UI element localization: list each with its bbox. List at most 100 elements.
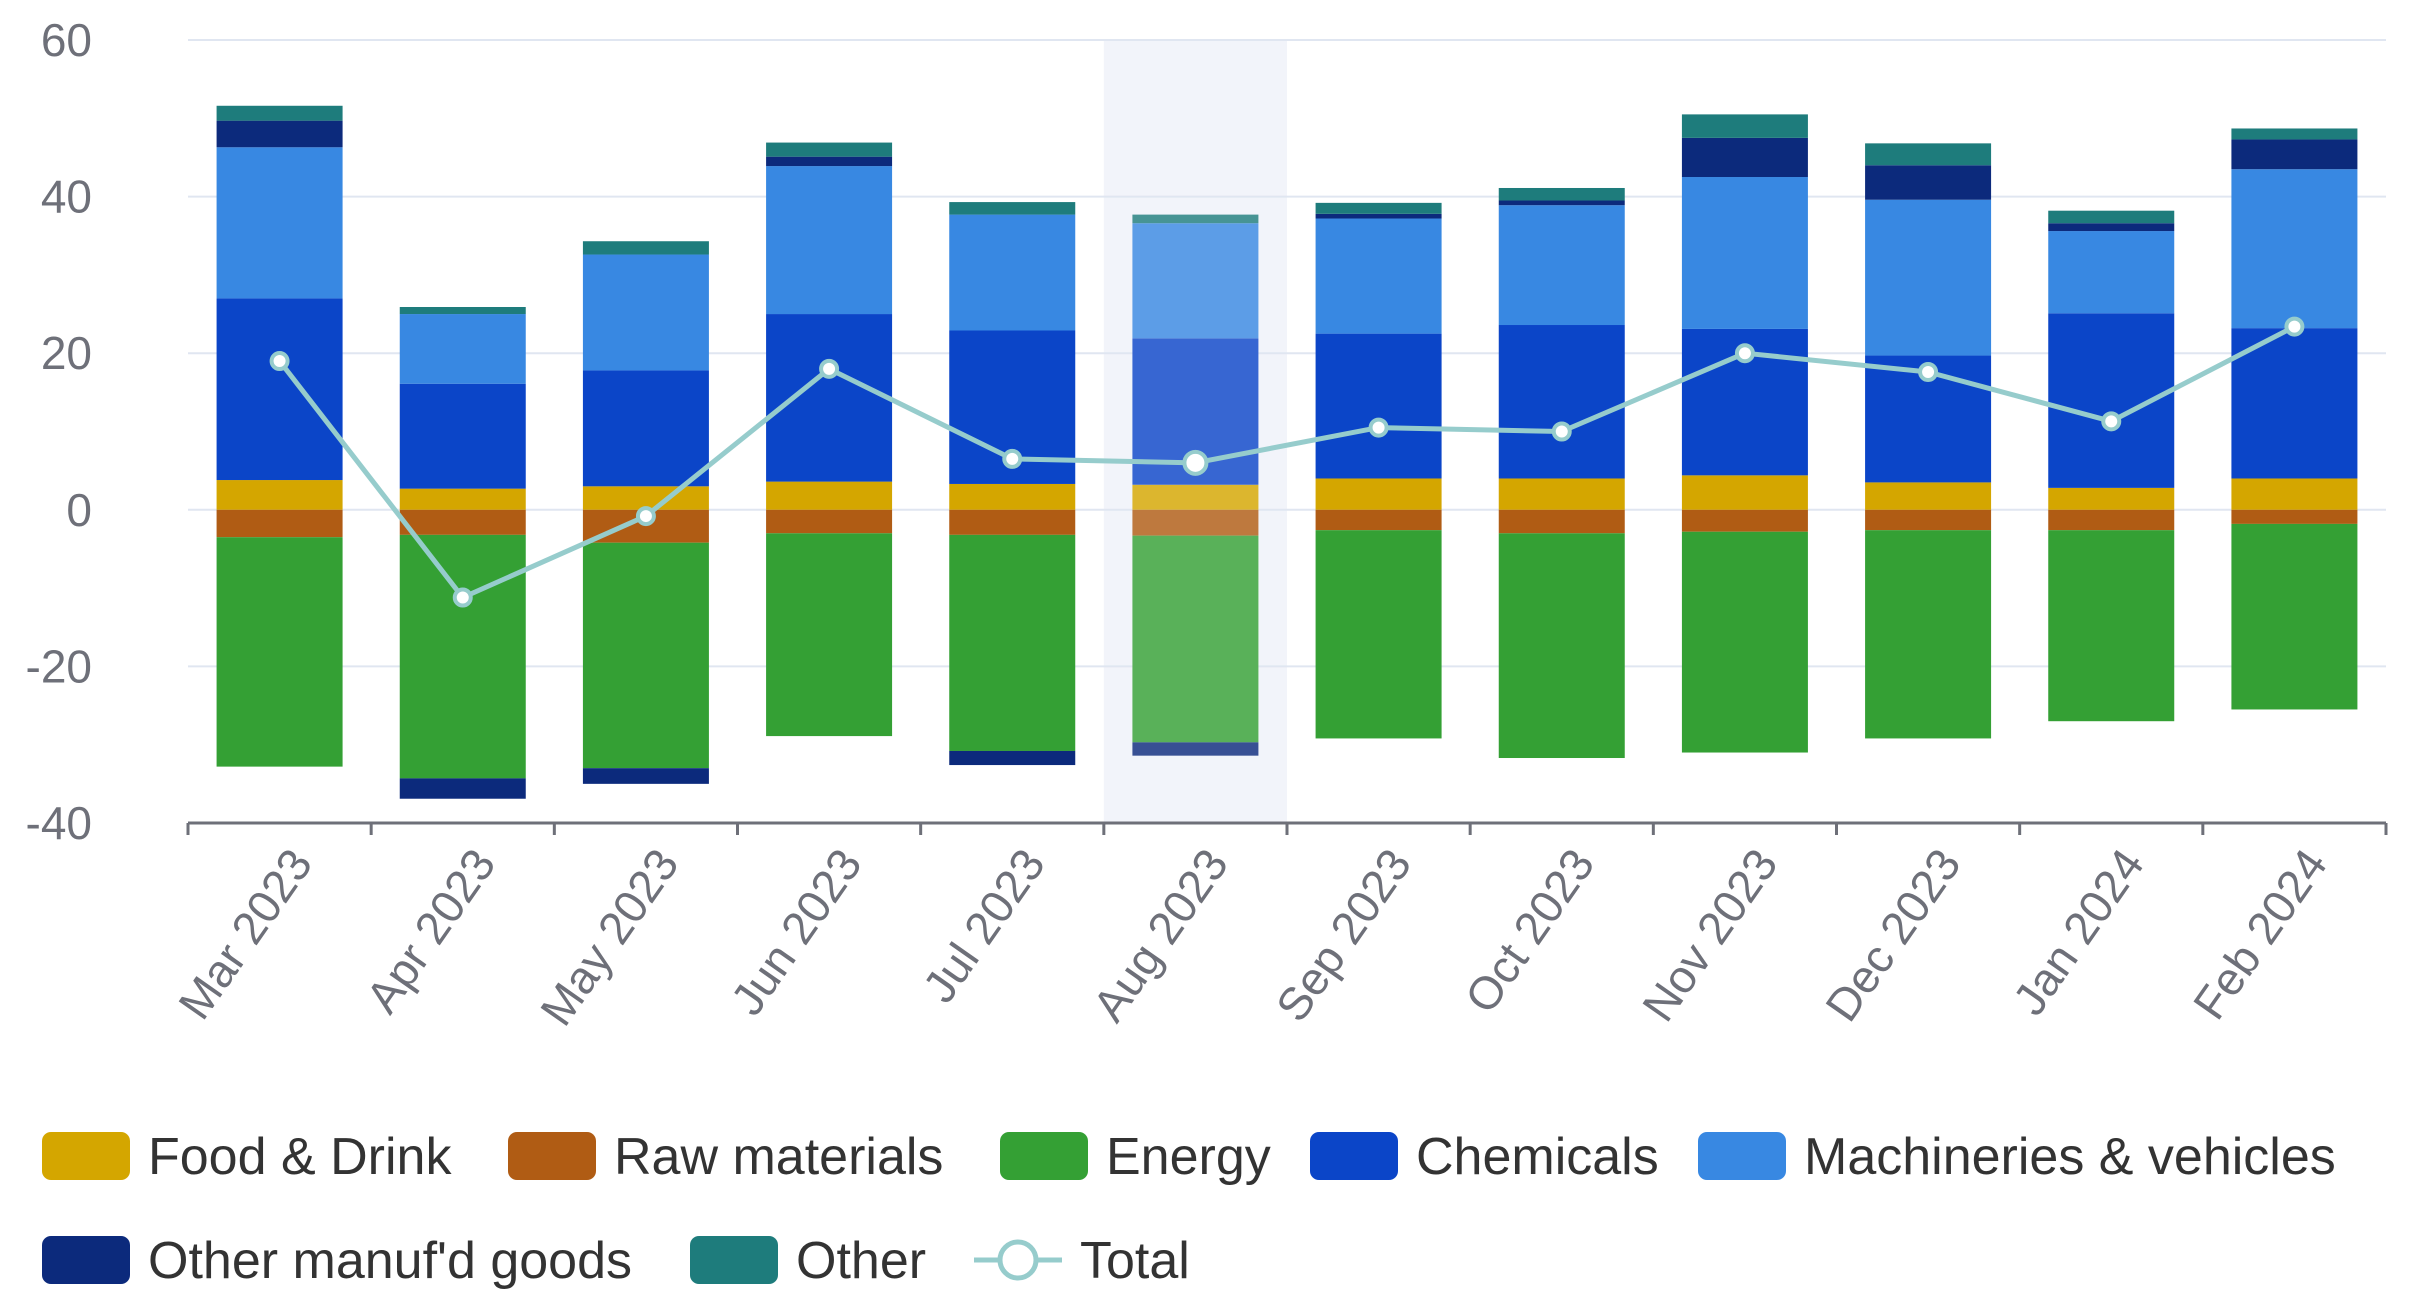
legend-swatch — [1310, 1132, 1398, 1180]
bar-other-manuf-d-goods-dec-2023 — [1865, 165, 1992, 200]
bar-other-feb-2024 — [2231, 128, 2358, 140]
bar-other-manuf-d-goods-jan-2024 — [2048, 223, 2175, 232]
legend-label: Other — [796, 1232, 926, 1290]
legend-label: Chemicals — [1416, 1128, 1659, 1186]
bar-raw-materials-apr-2023 — [399, 509, 526, 535]
bar-energy-jul-2023 — [949, 534, 1076, 751]
total-point-mar-2023 — [269, 351, 290, 372]
bar-chemicals-may-2023 — [582, 370, 709, 487]
bar-energy-mar-2023 — [216, 537, 343, 767]
x-tick-label-jun-2023: Jun 2023 — [720, 839, 871, 1024]
bar-raw-materials-jun-2023 — [766, 509, 893, 534]
total-point-oct-2023 — [1551, 421, 1572, 442]
legend-label: Energy — [1106, 1128, 1271, 1186]
bar-raw-materials-aug-2023 — [1132, 509, 1259, 536]
y-tick-label: 40 — [41, 171, 92, 223]
legend-item-chemicals[interactable]: Chemicals — [1310, 1128, 1659, 1186]
bar-other-may-2023 — [582, 241, 709, 255]
total-point-feb-2024 — [2284, 316, 2305, 337]
bar-energy-may-2023 — [582, 542, 709, 769]
y-tick-label: -40 — [26, 797, 92, 849]
legend-swatch-marker — [997, 1239, 1039, 1281]
bar-other-manuf-d-goods-feb-2024 — [2231, 139, 2358, 170]
bar-food-drink-jun-2023 — [766, 481, 893, 510]
legend-swatch — [42, 1236, 130, 1284]
bar-other-manuf-d-goods-mar-2023 — [216, 120, 343, 148]
bar-energy-oct-2023 — [1498, 533, 1625, 759]
grid-lines — [188, 39, 2386, 668]
bar-raw-materials-jul-2023 — [949, 509, 1076, 535]
bar-energy-aug-2023 — [1132, 535, 1259, 743]
bar-machineries-vehicles-jun-2023 — [766, 166, 893, 315]
legend-label: Other manuf'd goods — [148, 1232, 632, 1290]
bar-other-manuf-d-goods-aug-2023 — [1132, 742, 1259, 756]
bar-other-jun-2023 — [766, 142, 893, 157]
legend-swatch — [1000, 1132, 1088, 1180]
legend: Food & Drink Raw materials Energy Chemicals… — [42, 1128, 2336, 1290]
x-tick-label-dec-2023: Dec 2023 — [1815, 839, 1971, 1030]
total-line-path — [277, 324, 2296, 600]
y-tick-label: -20 — [26, 640, 92, 692]
bar-other-mar-2023 — [216, 105, 343, 121]
legend-item-food-drink[interactable]: Food & Drink — [42, 1128, 452, 1186]
y-tick-label: 0 — [66, 484, 92, 536]
bar-machineries-vehicles-dec-2023 — [1865, 199, 1992, 356]
bar-other-manuf-d-goods-oct-2023 — [1498, 200, 1625, 206]
bar-energy-apr-2023 — [399, 534, 526, 779]
bar-other-dec-2023 — [1865, 143, 1992, 166]
bar-raw-materials-jan-2024 — [2048, 509, 2175, 531]
bar-chemicals-mar-2023 — [216, 298, 343, 481]
total-point-apr-2023 — [452, 587, 473, 608]
bar-machineries-vehicles-jan-2024 — [2048, 231, 2175, 314]
x-tick-label-nov-2023: Nov 2023 — [1632, 839, 1788, 1030]
bar-machineries-vehicles-apr-2023 — [399, 314, 526, 384]
legend-item-other[interactable]: Other — [690, 1232, 926, 1290]
bar-machineries-vehicles-jul-2023 — [949, 214, 1076, 331]
bar-food-drink-feb-2024 — [2231, 478, 2358, 510]
bar-other-manuf-d-goods-nov-2023 — [1681, 137, 1808, 178]
legend-item-other-manuf-d-goods[interactable]: Other manuf'd goods — [42, 1232, 632, 1290]
legend-swatch — [508, 1132, 596, 1180]
bar-raw-materials-feb-2024 — [2231, 509, 2358, 524]
x-tick-label-sep-2023: Sep 2023 — [1266, 839, 1422, 1030]
bar-raw-materials-nov-2023 — [1681, 509, 1808, 532]
bar-food-drink-mar-2023 — [216, 480, 343, 510]
bar-other-manuf-d-goods-jul-2023 — [949, 750, 1076, 766]
bar-energy-dec-2023 — [1865, 530, 1992, 739]
bar-energy-nov-2023 — [1681, 531, 1808, 753]
legend-item-raw-materials[interactable]: Raw materials — [508, 1128, 943, 1186]
bar-machineries-vehicles-sep-2023 — [1315, 218, 1442, 334]
legend-item-energy[interactable]: Energy — [1000, 1128, 1271, 1186]
x-tick-label-apr-2023: Apr 2023 — [356, 839, 506, 1022]
bar-other-nov-2023 — [1681, 114, 1808, 138]
bar-machineries-vehicles-oct-2023 — [1498, 205, 1625, 326]
bar-other-oct-2023 — [1498, 187, 1625, 201]
x-tick-label-oct-2023: Oct 2023 — [1455, 839, 1605, 1022]
bar-food-drink-sep-2023 — [1315, 478, 1442, 510]
legend-item-total[interactable]: Total — [974, 1232, 1190, 1290]
bar-food-drink-aug-2023 — [1132, 484, 1259, 510]
x-tick-label-jan-2024: Jan 2024 — [2003, 839, 2154, 1024]
bar-chemicals-apr-2023 — [399, 383, 526, 489]
total-point-dec-2023 — [1918, 361, 1939, 382]
bar-other-sep-2023 — [1315, 202, 1442, 214]
total-point-jan-2024 — [2101, 411, 2122, 432]
total-point-nov-2023 — [1734, 343, 1755, 364]
bar-raw-materials-dec-2023 — [1865, 509, 1992, 531]
total-point-jun-2023 — [819, 358, 840, 379]
legend-label: Total — [1080, 1232, 1190, 1290]
x-tick-label-feb-2024: Feb 2024 — [2183, 839, 2337, 1028]
bar-other-jul-2023 — [949, 202, 1076, 215]
legend-swatch — [42, 1132, 130, 1180]
x-tick-label-jul-2023: Jul 2023 — [912, 839, 1054, 1011]
bar-machineries-vehicles-feb-2024 — [2231, 169, 2358, 329]
legend-item-machineries-vehicles[interactable]: Machineries & vehicles — [1698, 1128, 2336, 1186]
bar-food-drink-nov-2023 — [1681, 475, 1808, 510]
bar-machineries-vehicles-nov-2023 — [1681, 177, 1808, 329]
legend-label: Food & Drink — [148, 1128, 452, 1186]
bar-food-drink-jul-2023 — [949, 483, 1076, 510]
total-point-aug-2023 — [1182, 449, 1209, 476]
bars — [216, 105, 2358, 799]
x-tick-label-may-2023: May 2023 — [530, 839, 688, 1034]
